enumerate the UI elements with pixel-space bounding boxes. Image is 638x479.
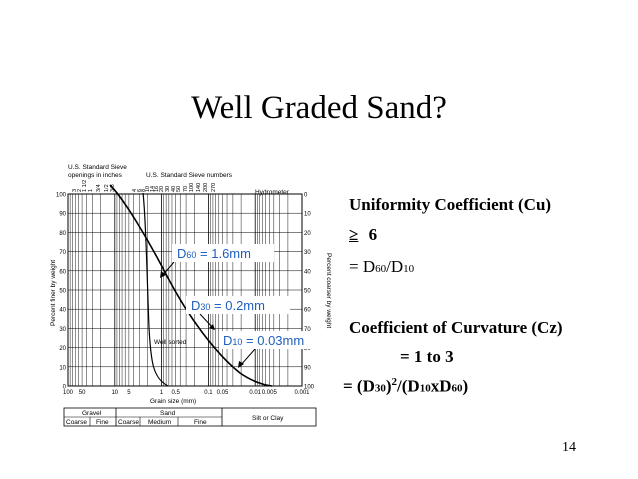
sand-label: Sand xyxy=(160,410,176,417)
d60-box xyxy=(172,244,274,262)
sieve-number-tick: 200 xyxy=(203,183,209,192)
left-tick-label: 10 xyxy=(59,365,66,371)
cz-heading: Coefficient of Curvature (Cz) xyxy=(349,318,563,337)
d30-box xyxy=(186,296,290,314)
sieve-openings-line-2: openings in inches xyxy=(68,172,123,179)
sieve-number-tick: 50 xyxy=(176,186,182,192)
sieve-number-tick: 30 xyxy=(165,186,171,192)
sieve-number-tick: 40 xyxy=(171,186,177,192)
slide-title: Well Graded Sand? xyxy=(191,90,447,126)
cu-formula: = D60/D10 xyxy=(349,257,415,276)
well-graded-curve xyxy=(109,184,273,387)
page-number: 14 xyxy=(562,440,576,455)
right-tick-label: 80 xyxy=(304,346,311,352)
sieve-numbers-label: U.S. Standard Sieve numbers xyxy=(146,172,233,179)
right-tick-label: 0 xyxy=(304,193,308,199)
cu-heading: Uniformity Coefficient (Cu) xyxy=(349,195,552,214)
sieve-number-tick: 6 xyxy=(137,189,143,192)
well-sorted-label: Well sorted xyxy=(154,339,187,346)
x-tick-label: 0.005 xyxy=(262,390,278,396)
x-tick-label: 0.5 xyxy=(172,390,181,396)
left-tick-label: 60 xyxy=(59,269,66,275)
left-tick-label: 80 xyxy=(59,231,66,237)
sieve-number-tick: 14 xyxy=(150,186,156,192)
d10-annotation: D10 = 0.03mm xyxy=(223,333,304,348)
right-tick-label: 60 xyxy=(304,308,311,314)
sieve-number-tick: 8 xyxy=(141,189,147,192)
cz-formula: = (D30)2/(D10xD60) xyxy=(343,376,469,396)
x-tick-label: 5 xyxy=(127,390,131,396)
y-axis-label-left: Percent finer by weight xyxy=(50,260,57,326)
left-tick-label: 70 xyxy=(59,250,66,256)
right-tick-label: 50 xyxy=(304,289,311,295)
well-sorted-curve xyxy=(142,192,169,387)
sand-medium-label: Medium xyxy=(148,419,171,426)
gravel-label: Gravel xyxy=(82,410,102,417)
left-tick-label: 50 xyxy=(59,289,66,295)
cu-condition-symbol: ≥ xyxy=(349,225,359,244)
sieve-number-tick: 100 xyxy=(189,183,195,192)
d30-annotation: D30 = 0.2mm xyxy=(191,298,265,313)
cu-condition-value: 6 xyxy=(368,225,378,244)
sieve-number-tick: 16 xyxy=(154,186,160,192)
silt-clay-label: Silt or Clay xyxy=(252,415,284,422)
left-tick-label: 30 xyxy=(59,327,66,333)
left-tick-label: 20 xyxy=(59,346,66,352)
right-tick-label: 10 xyxy=(304,212,311,218)
sand-coarse-label: Coarse xyxy=(118,419,139,426)
x-tick-label: 0.001 xyxy=(294,390,310,396)
sieve-opening-tick: 3 xyxy=(72,189,78,192)
right-tick-label: 100 xyxy=(304,385,315,391)
d60-annotation: D60 = 1.6mm xyxy=(177,246,251,261)
chart-grid xyxy=(67,193,303,387)
d30-arrow xyxy=(199,313,214,329)
right-tick-label: 90 xyxy=(304,365,311,371)
right-tick-label: 30 xyxy=(304,250,311,256)
sieve-opening-tick: 2 xyxy=(77,189,83,192)
x-tick-label: 100 xyxy=(63,390,74,396)
sieve-opening-tick: 1 1/2 xyxy=(82,180,88,192)
sieve-number-tick: 4 xyxy=(132,189,138,192)
x-tick-label: 10 xyxy=(111,390,118,396)
d30-arrowhead xyxy=(209,324,215,330)
x-tick-label: 0.05 xyxy=(217,390,229,396)
y-axis-label-right: Percent coarser by weight xyxy=(325,253,332,328)
left-tick-label: 90 xyxy=(59,212,66,218)
sieve-number-tick: 270 xyxy=(211,183,217,192)
d10-box xyxy=(219,331,331,349)
x-tick-label: 0.01 xyxy=(249,390,261,396)
left-tick-label: 40 xyxy=(59,308,66,314)
left-tick-label: 100 xyxy=(56,193,67,199)
x-tick-label: 1 xyxy=(160,390,164,396)
cu-condition: ≥ 6 xyxy=(349,225,377,245)
sieve-openings-label: U.S. Standard Sieve openings in inches xyxy=(68,164,129,179)
classification-table: Gravel Sand Silt or Clay Coarse Fine Coa… xyxy=(63,407,317,427)
d60-arrowhead xyxy=(160,271,166,278)
right-tick-label: 40 xyxy=(304,269,311,275)
x-tick-label: 0.1 xyxy=(204,390,213,396)
sieve-number-tick: 10 xyxy=(145,186,151,192)
cz-condition: = 1 to 3 xyxy=(400,347,454,366)
gravel-fine-label: Fine xyxy=(96,419,109,426)
d10-arrowhead xyxy=(238,361,244,368)
x-tick-label: 50 xyxy=(79,390,86,396)
grain-size-chart: U.S. Standard Sieve openings in inches U… xyxy=(50,164,332,427)
left-tick-label: 0 xyxy=(63,385,67,391)
sieve-opening-tick: 1 xyxy=(88,189,94,192)
sieve-number-tick: 20 xyxy=(159,186,165,192)
gravel-coarse-label: Coarse xyxy=(66,419,87,426)
hydrometer-label: Hydrometer xyxy=(255,189,290,196)
sieve-opening-tick: 1/2 xyxy=(104,184,110,192)
right-tick-label: 70 xyxy=(304,327,311,333)
sieve-number-tick: 70 xyxy=(183,186,189,192)
sieve-number-tick: 140 xyxy=(196,183,202,192)
sieve-opening-tick: 3/4 xyxy=(96,184,102,192)
x-axis-label: Grain size (mm) xyxy=(150,398,196,405)
sand-fine-label: Fine xyxy=(194,419,207,426)
right-tick-label: 20 xyxy=(304,231,311,237)
sieve-openings-line-1: U.S. Standard Sieve xyxy=(68,164,127,171)
